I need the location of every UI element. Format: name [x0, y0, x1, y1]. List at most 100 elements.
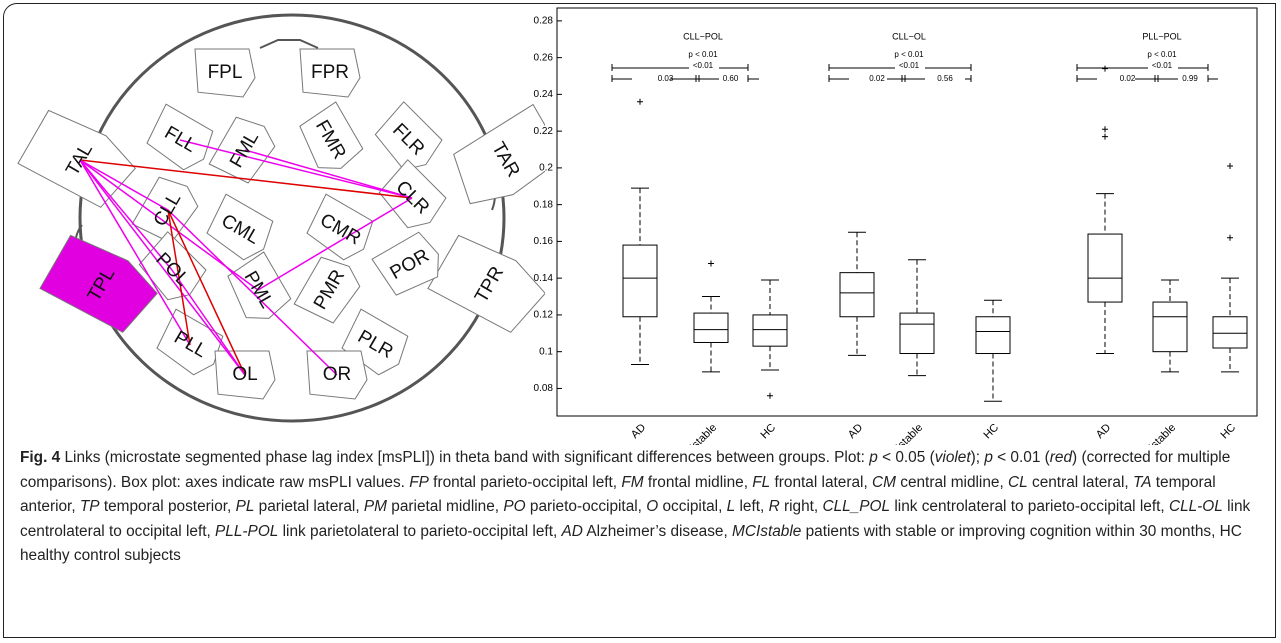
caption-text: Alzheimer’s disease, [582, 522, 733, 540]
caption-text: CLL_POL [822, 498, 891, 515]
link [167, 209, 191, 346]
region [427, 234, 545, 333]
caption-text: PO [503, 498, 526, 515]
box [1152, 301, 1188, 353]
region [378, 159, 447, 229]
panel-title: CLL−OL [892, 31, 926, 41]
bracket [611, 64, 749, 71]
annotation: 0.02 [1120, 74, 1136, 83]
link [79, 159, 169, 211]
link [244, 149, 413, 199]
y-tick-label: 0.18 [534, 199, 554, 210]
caption-text: central midline, [895, 473, 1009, 491]
annotation: <0.01 [899, 61, 920, 70]
caption-text: Links (microstate segmented phase lag in… [60, 449, 870, 466]
x-tick-label: MCIstable [882, 422, 926, 445]
outlier [1102, 65, 1108, 72]
region-label: OL [232, 364, 257, 385]
caption-text: patients with stable or improving cognit… [20, 522, 1242, 565]
outlier [1102, 126, 1108, 133]
caption-text: occipital, [658, 498, 727, 515]
panel-title: CLL−POL [683, 31, 723, 41]
caption-text: ) (corrected for multiple comparisons). … [20, 449, 1231, 491]
region [206, 193, 274, 261]
annotation: 0.03 [658, 74, 674, 83]
bracket [828, 64, 972, 71]
caption-text: FM [621, 473, 644, 491]
annotation: 0.99 [1182, 74, 1198, 83]
caption-text: FL [752, 473, 771, 491]
caption-text: FP [409, 473, 429, 491]
bracket [1076, 75, 1218, 82]
caption-text: parietal midline, [387, 498, 504, 515]
caption: Fig. 4 Links (microstate segmented phase… [20, 446, 1265, 569]
caption-text: frontal midline, [643, 473, 753, 491]
x-tick-label: HC [981, 422, 1001, 442]
region [299, 101, 364, 169]
caption-text: link parietolateral to parieto-occipital… [278, 522, 562, 540]
link [79, 159, 191, 346]
region [208, 116, 276, 184]
outlier [1227, 163, 1233, 170]
region [299, 48, 361, 98]
caption-text: p [869, 449, 878, 466]
link [171, 269, 246, 376]
box [693, 312, 729, 343]
caption-text: TP [79, 498, 100, 515]
y-tick-label: 0.14 [534, 273, 554, 284]
caption-text: CL [1008, 473, 1028, 491]
x-tick-label: MCIstable [676, 422, 720, 445]
outlier [637, 98, 643, 105]
annotation: 0.56 [937, 74, 953, 83]
y-tick-label: 0.26 [534, 52, 554, 63]
link [79, 159, 413, 199]
region [146, 103, 214, 171]
region [453, 103, 545, 205]
y-tick-label: 0.28 [534, 16, 554, 27]
x-tick-label: MCIstable [1135, 422, 1179, 445]
caption-text: TA [1132, 473, 1152, 491]
box [622, 244, 658, 318]
caption-text: parieto-occipital, [525, 498, 647, 515]
caption-text: AD [561, 522, 583, 540]
y-tick-label: 0.12 [534, 310, 554, 321]
panel-title: PLL−POL [1142, 31, 1181, 41]
caption-text: frontal lateral, [770, 473, 873, 491]
nose [259, 39, 319, 49]
caption-text: O [646, 498, 659, 515]
box [839, 272, 875, 318]
caption-text: CM [872, 473, 896, 491]
head [78, 13, 506, 423]
region [194, 48, 256, 98]
x-tick-label: AD [629, 422, 648, 441]
annotation: 0.60 [723, 74, 739, 83]
box [1212, 316, 1248, 349]
caption-text: R [768, 498, 780, 515]
caption-text: PLL-POL [215, 522, 279, 540]
link [179, 139, 413, 199]
caption-text: L [726, 498, 736, 515]
annotation: p < 0.01 [1147, 50, 1177, 59]
region [39, 234, 158, 333]
y-tick-label: 0.1 [539, 346, 553, 357]
caption-text: ); [970, 449, 985, 466]
caption-text: < 0.01 ( [992, 449, 1050, 466]
link [167, 209, 246, 376]
caption-text: temporal posterior, [99, 498, 236, 515]
x-tick-label: HC [758, 422, 778, 442]
link [79, 159, 173, 271]
caption-text: PL [235, 498, 255, 515]
caption-text: link centrolateral to parieto-occipital … [890, 498, 1169, 515]
box [1087, 233, 1123, 303]
outlier [1102, 133, 1108, 140]
frame [3, 3, 1276, 638]
caption-text: PM [363, 498, 388, 515]
region [306, 193, 374, 261]
region [371, 231, 439, 296]
region [17, 109, 136, 208]
outlier [767, 392, 773, 399]
region-label: OR [323, 364, 352, 385]
link [167, 209, 338, 376]
caption-text: red [1049, 449, 1073, 466]
